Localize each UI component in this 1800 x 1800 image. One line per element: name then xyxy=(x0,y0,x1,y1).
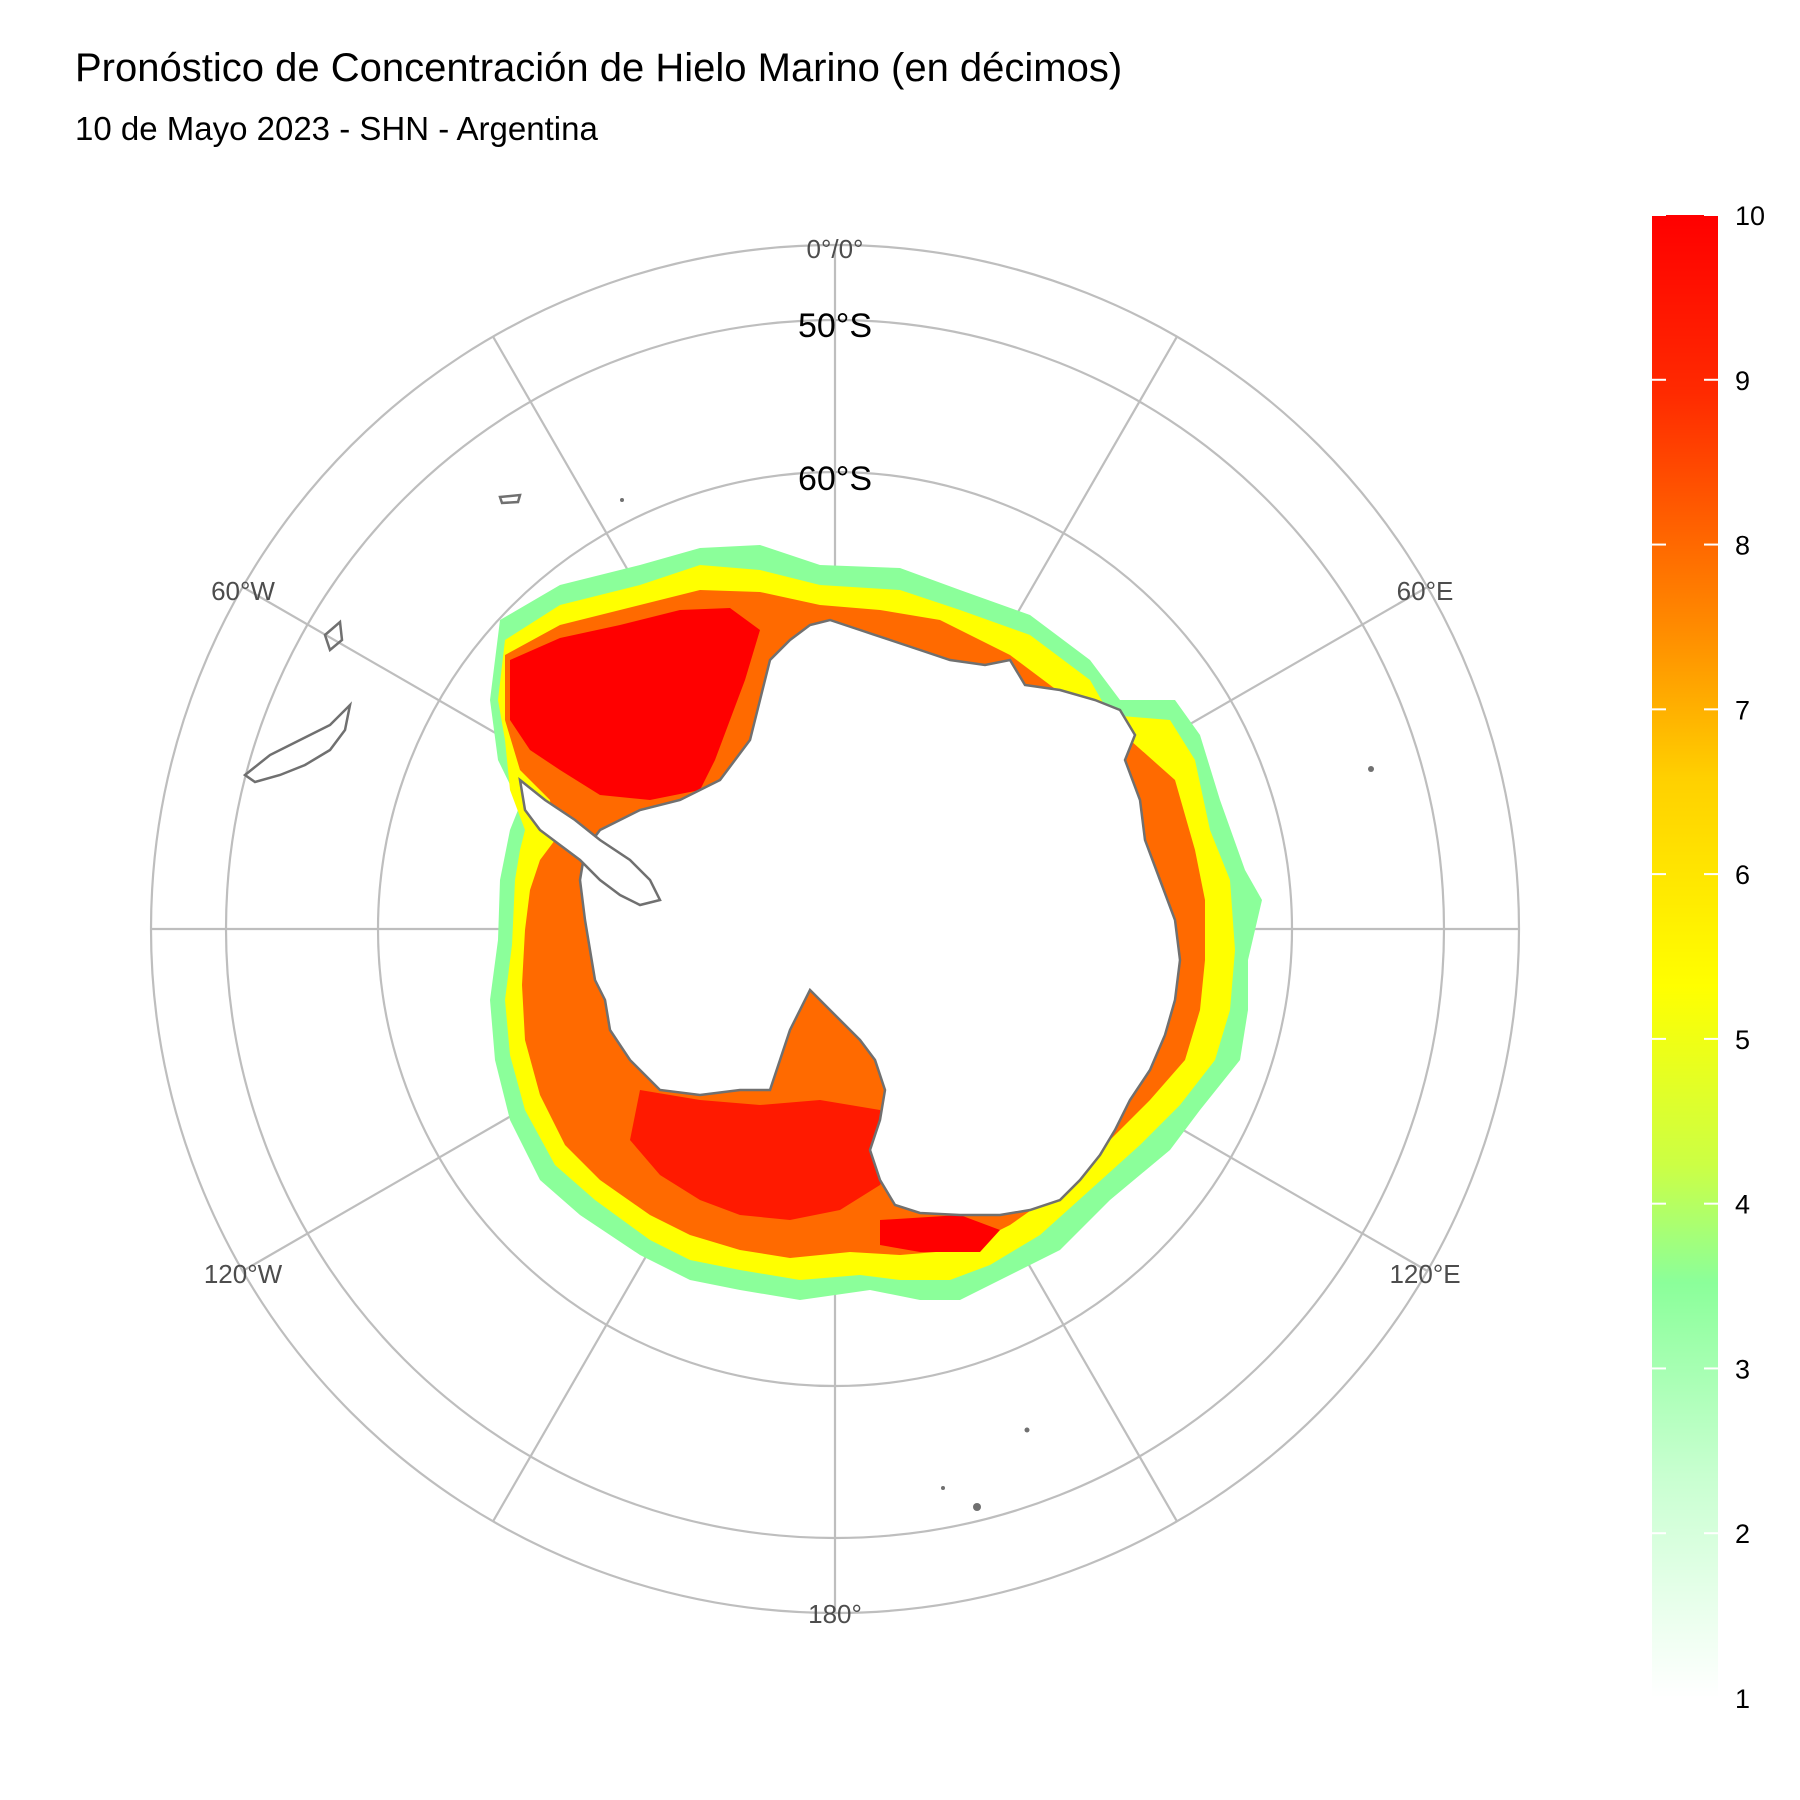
colorbar-tick-label: 10 xyxy=(1735,201,1765,231)
south-america-tip xyxy=(242,493,522,784)
antarctic-peninsula xyxy=(518,776,662,907)
colorbar-tick-label: 7 xyxy=(1735,695,1750,725)
chart-subtitle: 10 de Mayo 2023 - SHN - Argentina xyxy=(75,110,598,147)
colorbar-tick-label: 1 xyxy=(1735,1684,1750,1714)
lon-label-60w: 60°W xyxy=(211,576,275,606)
colorbar-ticks: 1 2 3 4 5 6 7 8 9 10 xyxy=(1652,201,1765,1714)
ice-core-ross xyxy=(630,1090,900,1220)
colorbar xyxy=(1652,215,1718,1698)
colorbar-tick-label: 2 xyxy=(1735,1519,1750,1549)
chart-title: Pronóstico de Concentración de Hielo Mar… xyxy=(75,46,1123,90)
lon-label-180: 180° xyxy=(808,1599,862,1629)
colorbar-tick-label: 5 xyxy=(1735,1025,1750,1055)
lon-label-0: 0°/0° xyxy=(807,234,864,264)
colorbar-tick-label: 8 xyxy=(1735,531,1750,561)
sub-antarctic-islands xyxy=(620,498,1374,1511)
colorbar-tick-label: 6 xyxy=(1735,860,1750,890)
ice-core-ross-east xyxy=(880,1215,1000,1252)
ice-core-weddell xyxy=(510,608,760,800)
lon-label-120w: 120°W xyxy=(204,1259,283,1289)
lat-label-50s: 50°S xyxy=(798,307,872,345)
lon-label-60e: 60°E xyxy=(1397,576,1454,606)
lat-label-60s: 60°S xyxy=(798,460,872,498)
colorbar-tick-label: 3 xyxy=(1735,1354,1750,1384)
colorbar-tick-label: 9 xyxy=(1735,366,1750,396)
lon-label-120e: 120°E xyxy=(1389,1259,1460,1289)
colorbar-tick-label: 4 xyxy=(1735,1190,1750,1220)
